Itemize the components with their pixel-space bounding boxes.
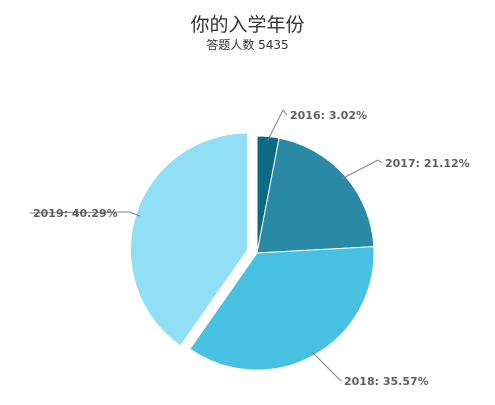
- pie-slices: [130, 132, 375, 371]
- data-label-2017: 2017: 21.12%: [385, 157, 470, 170]
- data-labels: 2016: 3.02% 2017: 21.12% 2018: 35.57% 2019:…: [33, 109, 470, 388]
- data-label-2019: 2019: 40.29%: [33, 207, 118, 220]
- chart-subtitle: 答题人数 5435: [206, 38, 289, 52]
- connector-2017: [341, 159, 383, 180]
- connector-2019: [29, 211, 140, 217]
- label-connectors: [29, 109, 383, 382]
- pie-slice-2018[interactable]: [189, 246, 375, 371]
- data-label-2018: 2018: 35.57%: [344, 375, 429, 388]
- connector-2018: [311, 351, 342, 382]
- chart-title: 你的入学年份: [190, 14, 305, 36]
- pie-slice-2017[interactable]: [256, 137, 375, 254]
- connector-2016: [267, 109, 288, 141]
- data-label-2016: 2016: 3.02%: [290, 109, 367, 122]
